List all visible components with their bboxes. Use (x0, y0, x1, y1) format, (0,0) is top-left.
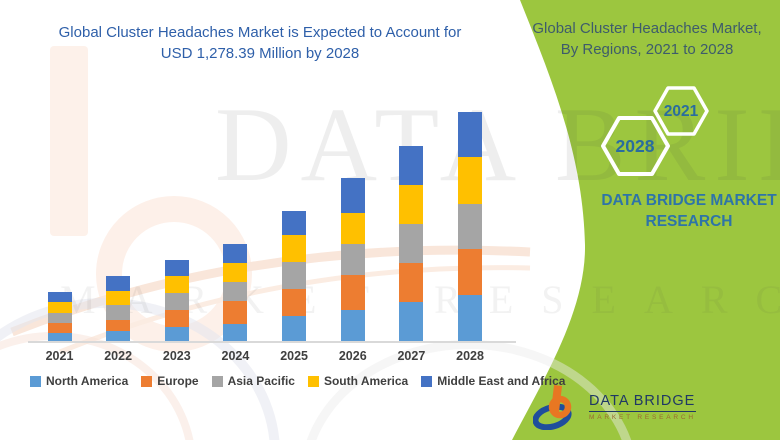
legend-swatch (421, 375, 433, 387)
x-axis-label-2028: 2028 (456, 349, 484, 363)
hexagon-2021-outline (653, 86, 709, 136)
bar-segment-middle-east-and-africa-2022 (106, 276, 131, 291)
bar-segment-north-america-2025 (282, 316, 307, 342)
bar-segment-south-america-2021 (47, 301, 72, 313)
x-axis-label-2024: 2024 (221, 349, 250, 363)
x-axis-label-2026: 2026 (338, 349, 367, 363)
hexagon-2028-label: 2028 (616, 136, 655, 156)
bar-segment-north-america-2023 (164, 327, 189, 342)
year-hexagons: 2028 2021 (601, 86, 709, 176)
logo-name-text: DATA BRIDGE (589, 393, 696, 412)
legend-swatch (30, 375, 41, 387)
legend-label: North America (46, 374, 129, 388)
green-panel-shape (512, 0, 780, 440)
legend-label: South America (323, 374, 409, 388)
hexagon-2028-outline (601, 116, 670, 176)
databridge-logo: DATA BRIDGE MARKET RESEARCH (533, 384, 696, 430)
legend-swatch (141, 375, 153, 387)
legend-item-middle-east-and-africa: Middle East and Africa (421, 374, 565, 388)
chart-headline-line2: USD 1,278.39 Million by 2028 (160, 45, 360, 62)
x-axis-label-2021: 2021 (45, 349, 74, 363)
bar-segment-europe-2025 (282, 288, 307, 317)
bar-segment-north-america-2028 (458, 294, 483, 342)
logo-subtitle-text: MARKET RESEARCH (589, 414, 696, 421)
bar-segment-middle-east-and-africa-2021 (47, 292, 72, 302)
bar-segment-europe-2026 (340, 275, 365, 310)
legend-swatch (307, 375, 319, 387)
bar-segment-middle-east-and-africa-2026 (340, 177, 365, 214)
legend-item-europe: Europe (141, 374, 199, 388)
bar-segment-north-america-2026 (340, 309, 365, 342)
legend-label: Middle East and Africa (437, 374, 566, 388)
x-axis-label-2025: 2025 (280, 349, 308, 363)
x-axis-label-2027: 2027 (397, 349, 426, 363)
bar-segment-south-america-2027 (399, 185, 424, 224)
bar-segment-asia-pacific-2027 (399, 223, 424, 263)
bar-segment-south-america-2022 (106, 290, 131, 306)
bar-segment-asia-pacific-2028 (458, 203, 483, 249)
x-axis-line (28, 341, 516, 343)
bar-segment-asia-pacific-2021 (47, 312, 72, 324)
chart-headline: Global Cluster Headaches Market is Expec… (40, 22, 480, 64)
panel-title-line2: By Regions, 2021 to 2028 (560, 41, 734, 58)
panel-title: Global Cluster Headaches Market, By Regi… (520, 18, 774, 60)
bar-segment-asia-pacific-2024 (223, 281, 248, 301)
bar-segment-europe-2028 (458, 248, 483, 295)
legend-item-south-america: South America (307, 374, 409, 388)
bar-segment-middle-east-and-africa-2024 (223, 243, 248, 263)
databridge-logo-icon (533, 385, 572, 430)
bar-segment-south-america-2026 (340, 213, 365, 244)
bar-segment-south-america-2023 (164, 276, 189, 294)
legend-label: Asia Pacific (227, 374, 295, 388)
hexagon-2021-label: 2021 (664, 103, 699, 120)
bar-segment-middle-east-and-africa-2027 (399, 145, 424, 186)
legend-item-asia-pacific: Asia Pacific (211, 374, 295, 388)
bar-segment-north-america-2027 (399, 302, 424, 342)
bar-segment-asia-pacific-2022 (106, 305, 131, 321)
bar-segment-south-america-2025 (282, 234, 307, 263)
chart-headline-line1: Global Cluster Headaches Market is Expec… (58, 24, 462, 41)
legend-swatch (211, 375, 223, 387)
bar-segment-europe-2022 (106, 320, 131, 331)
legend-item-north-america: North America (30, 374, 128, 388)
bar-segment-middle-east-and-africa-2023 (164, 259, 189, 277)
bar-segment-europe-2023 (164, 310, 189, 328)
bar-segment-europe-2027 (399, 262, 424, 303)
bar-segment-middle-east-and-africa-2028 (458, 111, 483, 158)
brand-text: DATA BRIDGE MARKET RESEARCH (601, 192, 777, 230)
bar-segment-south-america-2028 (458, 157, 483, 204)
bar-segment-europe-2021 (47, 323, 72, 333)
bar-segment-north-america-2024 (223, 323, 248, 342)
bar-segment-asia-pacific-2026 (340, 243, 365, 276)
panel-title-line1: Global Cluster Headaches Market, (532, 20, 762, 37)
bar-segment-asia-pacific-2023 (164, 293, 189, 311)
x-axis-label-2023: 2023 (162, 349, 191, 363)
bar-segment-europe-2024 (223, 300, 248, 324)
legend-label: Europe (157, 374, 199, 388)
chart-legend: North America Europe Asia Pacific South Ame… (30, 374, 565, 388)
bar-segment-south-america-2024 (223, 262, 248, 282)
x-axis-label-2022: 2022 (104, 349, 133, 363)
bar-segment-middle-east-and-africa-2025 (282, 210, 307, 235)
bar-segment-asia-pacific-2025 (282, 262, 307, 289)
